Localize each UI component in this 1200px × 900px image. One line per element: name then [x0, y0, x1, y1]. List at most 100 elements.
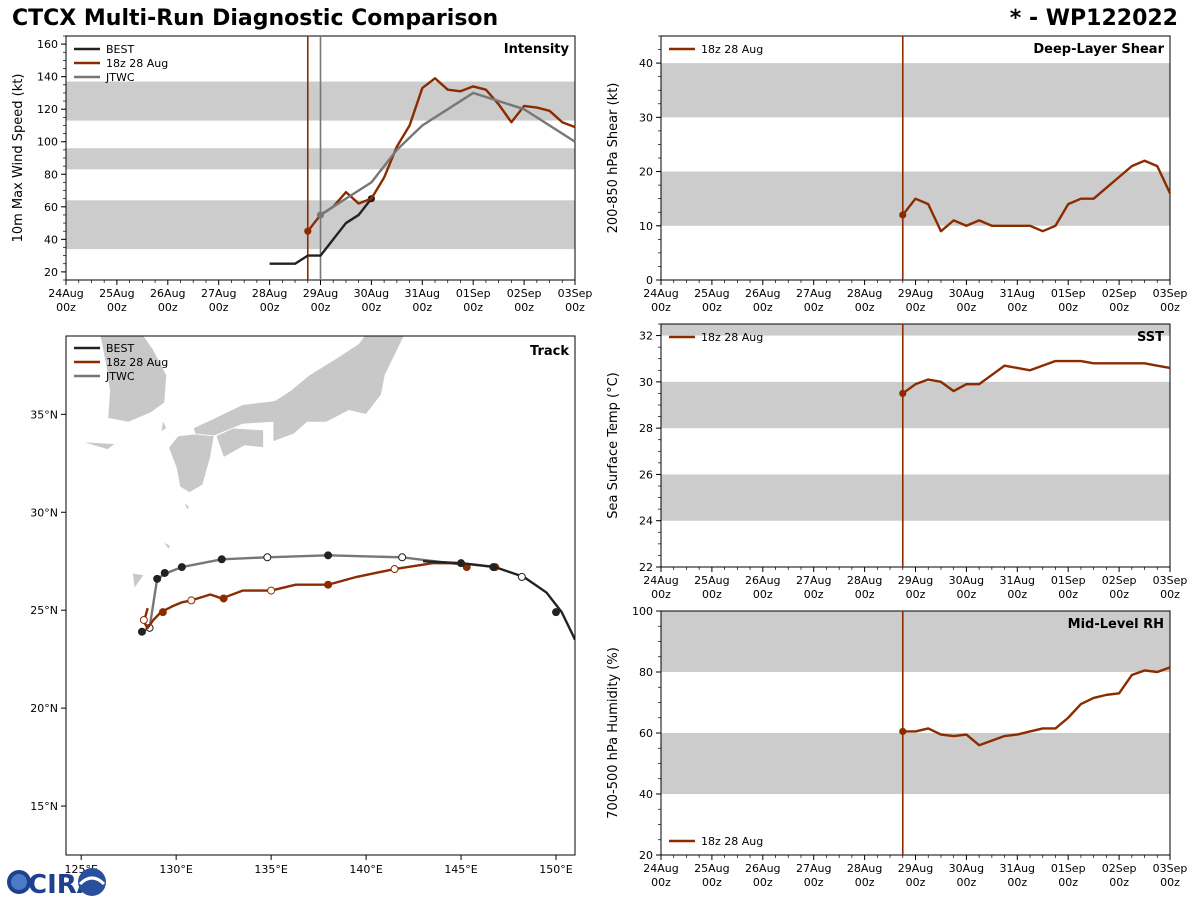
sst-xtick-label-hour: 00z: [651, 588, 671, 601]
sst-xtick-label: 24Aug: [643, 574, 678, 587]
intensity-marker-run: [304, 227, 312, 235]
intensity-xtick-label-hour: 00z: [362, 301, 382, 314]
page-title: CTCX Multi-Run Diagnostic Comparison: [12, 6, 499, 31]
partner-logo-icon: [78, 868, 106, 896]
track-marker-run: [187, 596, 196, 605]
intensity-xtick-label-hour: 00z: [260, 301, 280, 314]
rh-xtick-label: 25Aug: [694, 862, 729, 875]
intensity-ytick-label: 120: [37, 103, 58, 116]
intensity-ytick-label: 160: [37, 38, 58, 51]
track-marker-best: [517, 572, 526, 581]
globe-inner-icon: [11, 874, 27, 890]
land-okinawa: [132, 572, 145, 590]
track-marker-run: [267, 586, 276, 595]
rh-xtick-label: 26Aug: [745, 862, 780, 875]
intensity-series-run: [306, 77, 576, 232]
sst-xtick-label: 03Sep: [1153, 574, 1188, 587]
intensity-ylabel: 10m Max Wind Speed (kt): [11, 74, 26, 243]
intensity-ytick-label: 100: [37, 136, 58, 149]
sst-xtick-label: 28Aug: [847, 574, 882, 587]
shear-xtick-label-hour: 00z: [804, 301, 824, 314]
sst-xtick-label: 29Aug: [898, 574, 933, 587]
sst-band: [661, 381, 1170, 429]
track-ytick-label: 30°N: [30, 506, 58, 519]
track-marker-jtwc: [398, 553, 407, 562]
rh-xtick-label-hour: 00z: [702, 876, 722, 889]
sst-xtick-label: 30Aug: [949, 574, 984, 587]
shear-xtick-label-hour: 00z: [957, 301, 977, 314]
sst-legend-label: 18z 28 Aug: [701, 331, 763, 344]
intensity-xtick-label-hour: 00z: [311, 301, 331, 314]
rh-legend-label: 18z 28 Aug: [701, 835, 763, 848]
intensity-ytick-label: 60: [44, 201, 58, 214]
shear-xtick-label-hour: 00z: [855, 301, 875, 314]
rh-xtick-label-hour: 00z: [1109, 876, 1129, 889]
sst-xtick-label-hour: 00z: [702, 588, 722, 601]
track-marker-jtwc: [263, 553, 272, 562]
shear-xtick-label: 29Aug: [898, 287, 933, 300]
track-marker-best: [489, 563, 498, 572]
rh-xtick-label-hour: 00z: [957, 876, 977, 889]
rh-xtick-label-hour: 00z: [651, 876, 671, 889]
intensity-xtick-label-hour: 00z: [209, 301, 229, 314]
shear-xtick-label: 26Aug: [745, 287, 780, 300]
land-amami: [162, 541, 171, 551]
rh-band: [661, 611, 1170, 672]
shear-xtick-label-hour: 00z: [1007, 301, 1027, 314]
rh-xtick-label-hour: 00z: [804, 876, 824, 889]
storm-id: * - WP122022: [1009, 6, 1178, 31]
track-marker-jtwc: [160, 568, 169, 577]
track-xtick-label: 135°E: [254, 863, 287, 876]
sst-series-run: [902, 359, 1171, 395]
track-marker-jtwc: [324, 551, 333, 560]
track-marker-run: [324, 580, 333, 589]
rh-ytick-label: 80: [639, 666, 653, 679]
shear-xtick-label-hour: 00z: [906, 301, 926, 314]
track-xtick-label: 150°E: [539, 863, 572, 876]
track-ytick-label: 15°N: [30, 800, 58, 813]
track-marker-jtwc: [137, 627, 146, 636]
shear-ytick-label: 10: [639, 220, 653, 233]
rh-xtick-label: 31Aug: [1000, 862, 1035, 875]
rh-xtick-label-hour: 00z: [1007, 876, 1027, 889]
rh-title: Mid-Level RH: [1068, 617, 1164, 632]
sst-xtick-label: 26Aug: [745, 574, 780, 587]
track-line-run: [142, 561, 496, 630]
rh-xtick-label: 03Sep: [1153, 862, 1188, 875]
rh-marker-run: [899, 727, 907, 736]
track-marker-run: [139, 615, 148, 624]
shear-xtick-label: 30Aug: [949, 287, 984, 300]
intensity-xtick-label-hour: 00z: [158, 301, 178, 314]
intensity-xtick-label: 24Aug: [48, 287, 83, 300]
shear-xtick-label-hour: 00z: [1058, 301, 1078, 314]
rh-xtick-label: 30Aug: [949, 862, 984, 875]
track-marker-run: [158, 608, 167, 617]
shear-title: Deep-Layer Shear: [1033, 42, 1164, 57]
intensity-legend-label: JTWC: [105, 71, 135, 84]
shear-ytick-label: 0: [646, 274, 653, 287]
rh-ytick-label: 40: [639, 788, 653, 801]
intensity-series-best: [269, 197, 373, 265]
sst-xtick-label-hour: 00z: [1007, 588, 1027, 601]
shear-ytick-label: 40: [639, 57, 653, 70]
shear-xtick-label: 24Aug: [643, 287, 678, 300]
rh-xtick-label-hour: 00z: [753, 876, 773, 889]
intensity-xtick-label: 01Sep: [456, 287, 491, 300]
rh-band: [661, 733, 1170, 794]
rh-xtick-label-hour: 00z: [855, 876, 875, 889]
sst-xtick-label-hour: 00z: [1109, 588, 1129, 601]
shear-xtick-label: 25Aug: [694, 287, 729, 300]
track-marker-jtwc: [177, 563, 186, 572]
shear-ylabel: 200-850 hPa Shear (kt): [606, 83, 621, 234]
shear-xtick-label-hour: 00z: [753, 301, 773, 314]
track-axes-frame: [65, 335, 576, 856]
track-legend-label: BEST: [106, 342, 134, 355]
track-marker-jtwc: [153, 574, 162, 583]
rh-xtick-label-hour: 00z: [1058, 876, 1078, 889]
sst-xtick-label-hour: 00z: [855, 588, 875, 601]
shear-band: [661, 63, 1170, 118]
cira-logo: CIRA: [7, 868, 106, 898]
wave-icon: [78, 876, 106, 886]
sst-marker-run: [899, 389, 907, 398]
